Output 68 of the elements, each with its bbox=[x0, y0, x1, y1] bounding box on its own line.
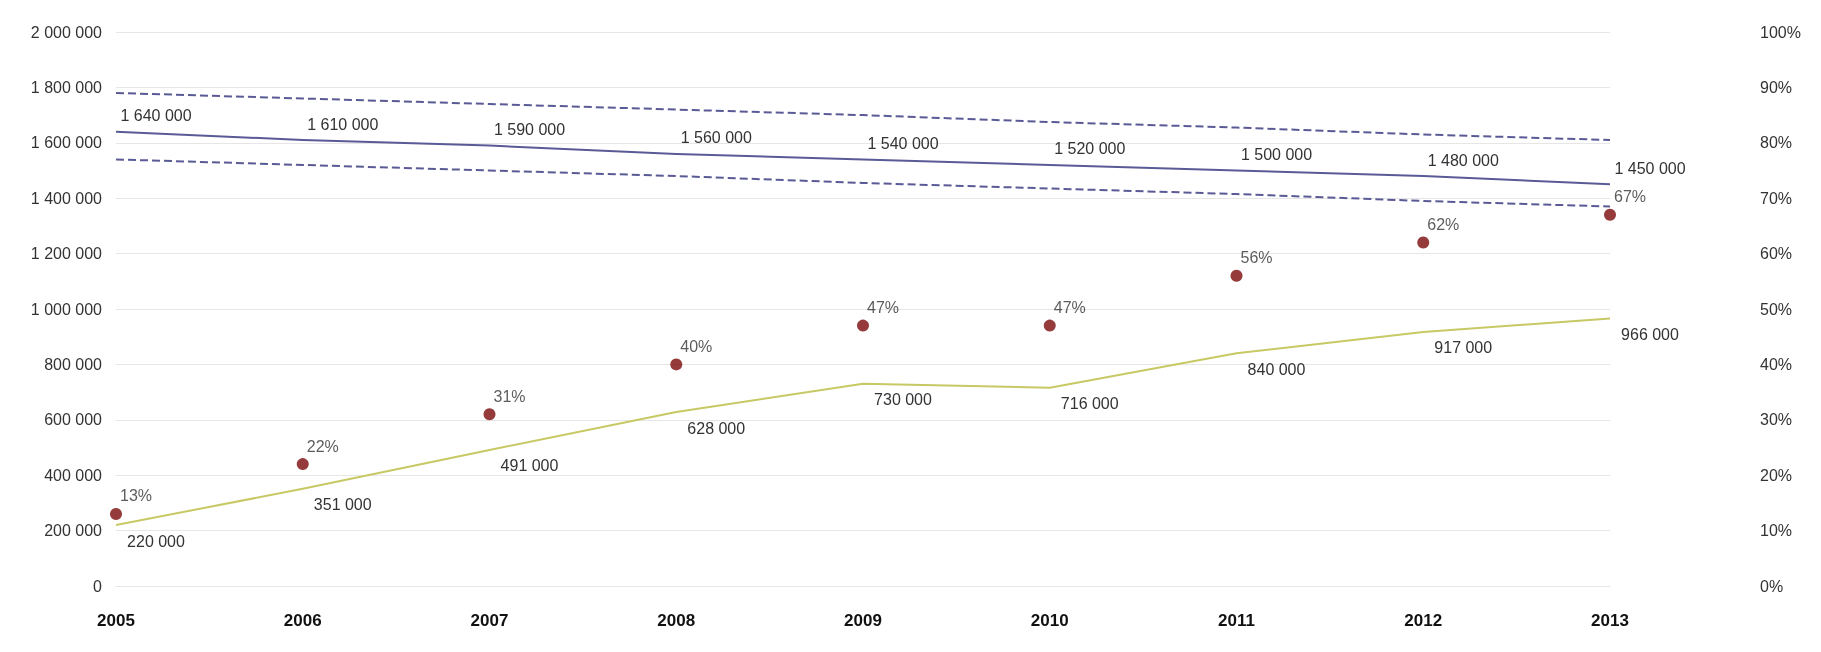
y-tick-label: 1 800 000 bbox=[30, 78, 103, 96]
y2-tick-label: 90% bbox=[1760, 78, 1793, 96]
point bbox=[857, 319, 869, 332]
y-tick-label: 800 000 bbox=[44, 355, 103, 373]
x-tick-label: 2007 bbox=[470, 611, 509, 630]
data-label: 917 000 bbox=[1434, 339, 1493, 357]
point bbox=[670, 358, 683, 371]
data-label: 966 000 bbox=[1621, 325, 1680, 343]
y-tick-label: 1 400 000 bbox=[30, 189, 103, 207]
data-label: 730 000 bbox=[874, 391, 933, 409]
x-tick-label: 2012 bbox=[1404, 611, 1443, 630]
x-tick-label: 2006 bbox=[283, 611, 322, 630]
y-tick-label: 600 000 bbox=[44, 411, 103, 429]
data-label: 31% bbox=[493, 387, 526, 405]
data-label: 1 480 000 bbox=[1427, 151, 1499, 169]
x-tick-label: 2009 bbox=[844, 611, 882, 630]
data-label: 1 540 000 bbox=[867, 134, 939, 152]
y2-tick-label: 20% bbox=[1760, 466, 1793, 484]
data-label: 1 450 000 bbox=[1614, 159, 1686, 177]
y-tick-label: 1 200 000 bbox=[30, 245, 103, 263]
y2-tick-label: 50% bbox=[1760, 300, 1793, 318]
data-label: 351 000 bbox=[313, 496, 372, 514]
y-tick-label: 1 600 000 bbox=[30, 134, 103, 152]
data-label: 67% bbox=[1613, 188, 1647, 206]
x-tick-label: 2008 bbox=[657, 611, 696, 630]
data-label: 1 520 000 bbox=[1054, 140, 1126, 158]
data-label: 840 000 bbox=[1247, 360, 1306, 378]
data-label: 1 500 000 bbox=[1240, 146, 1313, 163]
y2-tick-label: 40% bbox=[1760, 355, 1793, 373]
data-label: 716 000 bbox=[1060, 395, 1119, 413]
data-label: 47% bbox=[1053, 299, 1086, 317]
data-label: 220 000 bbox=[127, 532, 186, 550]
point bbox=[1604, 208, 1616, 221]
point bbox=[1043, 319, 1056, 332]
y2-tick-label: 10% bbox=[1760, 522, 1793, 540]
point bbox=[1417, 236, 1430, 249]
data-label: 56% bbox=[1240, 249, 1273, 267]
data-label: 13% bbox=[119, 487, 153, 505]
point bbox=[296, 458, 309, 471]
point bbox=[483, 408, 496, 421]
y2-tick-label: 70% bbox=[1760, 189, 1793, 207]
y-tick-label: 0 bbox=[93, 577, 103, 595]
point bbox=[110, 507, 122, 520]
data-label: 22% bbox=[306, 437, 339, 455]
x-tick-label: 2011 bbox=[1218, 611, 1255, 630]
point bbox=[1230, 269, 1243, 282]
y2-tick-label: 60% bbox=[1760, 245, 1793, 263]
x-tick-label: 2013 bbox=[1591, 611, 1629, 630]
y2-tick-label: 0% bbox=[1760, 577, 1784, 595]
data-label: 1 610 000 bbox=[307, 115, 379, 133]
data-label: 1 640 000 bbox=[120, 107, 192, 125]
x-tick-label: 2010 bbox=[1030, 611, 1069, 630]
data-label: 40% bbox=[680, 337, 713, 355]
x-tick-label: 2005 bbox=[97, 611, 135, 630]
data-label: 491 000 bbox=[500, 457, 559, 475]
y2-tick-label: 30% bbox=[1760, 411, 1793, 429]
line-series bbox=[115, 317, 1611, 527]
data-label: 62% bbox=[1427, 216, 1460, 234]
data-label: 628 000 bbox=[687, 419, 746, 437]
y-tick-label: 1 000 000 bbox=[30, 300, 103, 318]
data-label: 1 590 000 bbox=[493, 121, 566, 139]
data-label: 1 560 000 bbox=[680, 129, 752, 147]
y2-tick-label: 80% bbox=[1760, 134, 1793, 152]
y-tick-label: 400 000 bbox=[44, 466, 103, 484]
data-label: 47% bbox=[866, 299, 900, 317]
y-tick-label: 200 000 bbox=[44, 522, 103, 540]
y2-tick-label: 100% bbox=[1760, 23, 1801, 41]
y-tick-label: 2 000 000 bbox=[30, 23, 103, 41]
